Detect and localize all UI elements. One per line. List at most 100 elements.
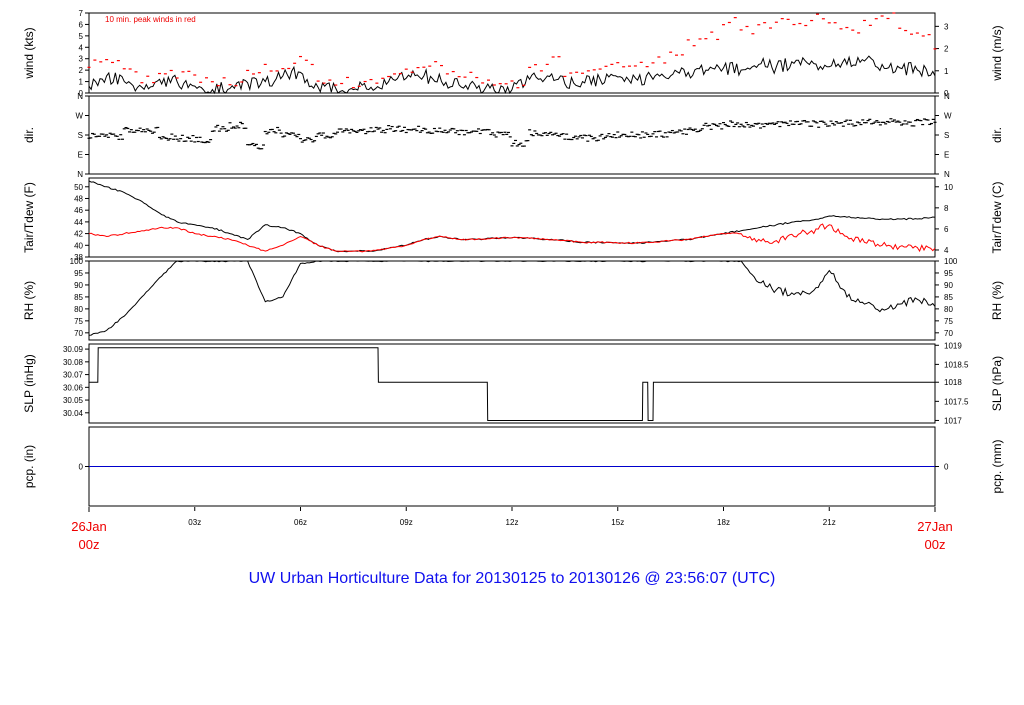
dir-point (485, 128, 489, 131)
dir-point (891, 120, 895, 122)
wind-point (763, 22, 767, 24)
wind-point (498, 83, 502, 85)
dir-point (327, 136, 331, 138)
dir-point (228, 122, 232, 124)
dir-point (261, 144, 265, 146)
dir-point (431, 132, 435, 134)
dir-point (106, 136, 110, 138)
dir-point (649, 135, 653, 137)
wind-point (827, 22, 831, 24)
dir-point (339, 128, 343, 130)
dir-point (917, 119, 921, 121)
dir-point (205, 140, 209, 143)
temp-ylabel-right: Tair/Tdew (C) (990, 181, 1004, 253)
dir-point (603, 136, 607, 139)
dir-point (903, 120, 907, 122)
dir-point (833, 124, 837, 126)
dir-point (410, 129, 414, 131)
wind-point (281, 68, 285, 70)
dir-point (531, 135, 535, 137)
dir-point (96, 135, 100, 137)
dir-point (452, 128, 456, 130)
dir-point (556, 134, 560, 137)
dir-point (316, 133, 320, 135)
dir-point (251, 142, 255, 145)
temp-left-tick-label: 44 (74, 218, 83, 227)
wind-point (604, 65, 608, 67)
temp-right-tick-label: 6 (944, 225, 949, 234)
dir-point (855, 121, 859, 123)
dir-point (551, 134, 555, 136)
dir-point (873, 121, 877, 123)
dir-point (440, 131, 443, 133)
dir-point (196, 140, 200, 143)
dir-point (415, 130, 419, 132)
wind-point (874, 18, 878, 20)
dir-point (314, 135, 318, 138)
dir-point (929, 122, 933, 125)
dir-point (491, 132, 495, 134)
dir-point (256, 147, 260, 149)
dir-point (753, 122, 757, 125)
wind-right-tick-label: 0 (944, 89, 949, 98)
dir-point (87, 137, 91, 139)
dir-point (166, 139, 170, 141)
dir-point (751, 125, 755, 127)
dir-point (140, 131, 144, 133)
wind-point (680, 54, 684, 56)
dir-point (306, 137, 310, 139)
dir-point (369, 127, 373, 129)
dir-point (780, 121, 784, 123)
rh-ylabel-right: RH (%) (990, 281, 1004, 320)
dir-point (908, 121, 912, 123)
pcp-panel: 0 0 pcp. (in) pcp. (mm) (22, 426, 1004, 507)
wind-right-tick-label: 2 (944, 45, 949, 54)
temp-left-tick-label: 38 (74, 253, 83, 262)
dir-point (270, 128, 274, 131)
dir-point (900, 124, 904, 126)
dir-point (820, 120, 824, 122)
wind-ylabel-left: wind (kts) (22, 27, 36, 79)
dir-point (681, 133, 685, 135)
dir-point (884, 123, 888, 125)
dir-point (156, 126, 160, 129)
dir-point (249, 143, 253, 146)
dir-point (441, 131, 445, 133)
dir-point (831, 122, 835, 125)
dir-point (487, 129, 491, 131)
dir-point (230, 127, 234, 129)
x-end-date-label: 27Jan (917, 519, 952, 534)
wind-point (404, 68, 408, 70)
wind-point (921, 35, 925, 37)
rh-ylabel-left: RH (%) (22, 281, 36, 320)
dir-point (870, 123, 874, 125)
slp-left-tick-label: 30.08 (63, 358, 84, 367)
dir-point (276, 126, 280, 129)
x-tick-label: 21z (823, 518, 836, 527)
dir-point (824, 123, 828, 125)
dir-point (404, 131, 408, 134)
dir-point (848, 119, 852, 121)
dir-point (579, 134, 583, 137)
dir-point (628, 135, 632, 137)
chart-title: UW Urban Horticulture Data for 20130125 … (249, 570, 776, 587)
rh-right-tick-label: 75 (944, 317, 953, 326)
dir-point (799, 123, 803, 125)
dir-point (663, 132, 667, 134)
dir-point (355, 131, 359, 134)
dir-point (762, 125, 766, 128)
dir-point (626, 136, 630, 138)
wind-point (722, 24, 725, 26)
wind-point (622, 66, 626, 68)
wind-point (804, 24, 808, 27)
dir-point (797, 123, 801, 126)
dir-point (788, 120, 792, 122)
dir-point (388, 128, 392, 130)
wind-point (557, 56, 561, 58)
pcp-ylabel-right: pcp. (mm) (990, 439, 1004, 493)
x-end-time-label: 00z (925, 537, 946, 552)
dir-point (545, 134, 549, 136)
dir-point (642, 136, 646, 138)
dir-point (411, 128, 415, 130)
dir-left-tick-label: S (78, 131, 83, 140)
